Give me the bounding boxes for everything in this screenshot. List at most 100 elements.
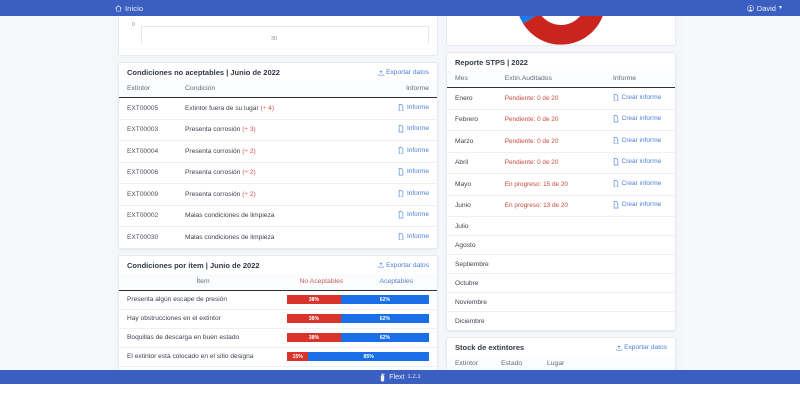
table-row: Noviembre (447, 292, 675, 312)
stps-card-header: Reporte STPS | 2022 (447, 53, 675, 71)
condicion-text: Presenta corrosión (185, 190, 241, 198)
item-bar: 38% 62% (287, 314, 429, 323)
document-icon (399, 103, 404, 111)
nav-home-link[interactable]: Inicio (115, 4, 143, 13)
stock-export-label: Exportar datos (624, 344, 667, 351)
condicion-count: (÷ 3) (242, 126, 256, 134)
crear-informe-link[interactable]: Crear informe (613, 115, 661, 123)
footer-bar: Flext 1.2.1 (0, 370, 800, 384)
table-row: EXT00009 Presenta corrosión (÷ 2) Inform… (119, 183, 437, 206)
nav-home-label: Inicio (125, 3, 144, 13)
crear-informe-link[interactable]: Crear informe (613, 93, 661, 102)
item-bar-cell: 38% 62% (287, 309, 437, 329)
informe-link-label: Informe (406, 146, 429, 154)
cell-extintor-id: EXT00006 (119, 162, 177, 184)
stock-export-button[interactable]: Exportar datos (616, 344, 667, 351)
export-icon (616, 344, 622, 351)
table-row: Hay obstrucciones en el extintor 38% 62% (119, 309, 437, 329)
informe-link[interactable]: Informe (398, 125, 429, 133)
crear-informe-link[interactable]: Crear informe (613, 136, 662, 145)
table-row: Junio En progreso: 13 de 20 Crear inform… (447, 195, 675, 217)
cell-extintor-id: EXT00009 (119, 183, 177, 206)
stps-report-card: Reporte STPS | 2022 Mes Extin.Auditados … (446, 52, 676, 331)
col-item: Ítem (119, 273, 287, 291)
cell-extintor-id: EXT00003 (119, 119, 177, 141)
informe-link[interactable]: Informe (398, 189, 429, 198)
item-bar-cell: 38% 62% (287, 328, 437, 348)
unacceptable-table: Extintor Condición Informe EXT00005 Exti… (119, 81, 437, 248)
informe-link-label: Informe (406, 103, 429, 111)
informe-link-label: Informe (406, 189, 429, 197)
stps-table: Mes Extin.Auditados Informe Enero Pendie… (447, 71, 675, 330)
by-item-card-title: Condiciones por ítem | Junio de 2022 (127, 260, 260, 270)
condicion-count: (÷ 2) (242, 169, 256, 177)
stps-header-row: Mes Extin.Auditados Informe (447, 71, 675, 88)
bar-no-aceptables: 38% (287, 295, 341, 304)
bar-aceptables: 62% (340, 295, 429, 304)
stock-card-header: Stock de extintores Exportar datos (447, 338, 675, 356)
table-row: Febrero Pendiente: 0 de 20 Crear informe (447, 109, 675, 131)
table-row: EXT00002 Malas condiciones de limpieza I… (119, 205, 437, 227)
table-row: EXT00006 Presenta corrosión (÷ 2) Inform… (119, 162, 437, 184)
unacceptable-card-header: Condiciones no aceptables | Junio de 202… (119, 63, 437, 81)
cell-mes: Septiembre (447, 254, 497, 274)
table-row: El extintor está colocado en el sitio de… (119, 347, 437, 367)
table-row: Presenta algún escape de presión 38% 62% (119, 290, 437, 310)
condicion-text: Presenta corrosión (185, 126, 241, 134)
document-icon (399, 168, 404, 176)
unacceptable-conditions-card: Condiciones no aceptables | Junio de 202… (118, 62, 438, 249)
stock-table: Extintor Estado Lugar (447, 356, 675, 373)
crear-informe-link[interactable]: Crear informe (613, 201, 661, 209)
footer-brand: Flext (389, 373, 405, 381)
fire-extinguisher-icon (381, 373, 386, 381)
right-column: Reporte STPS | 2022 Mes Extin.Auditados … (446, 52, 676, 384)
informe-link[interactable]: Informe (398, 168, 429, 176)
table-row: Enero Pendiente: 0 de 20 Crear informe (447, 87, 675, 110)
crear-informe-label: Crear informe (621, 201, 662, 209)
col-mes: Mes (447, 71, 497, 88)
document-icon (613, 201, 619, 209)
by-item-export-button[interactable]: Exportar datos (378, 262, 429, 269)
crear-informe-label: Crear informe (621, 136, 662, 144)
informe-link[interactable]: Informe (398, 103, 429, 112)
bar-aceptables: 62% (340, 333, 429, 342)
chevron-down-icon: ▾ (778, 5, 782, 11)
document-icon (613, 158, 619, 166)
cell-estado (496, 216, 605, 236)
informe-link[interactable]: Informe (398, 232, 429, 241)
nav-user-menu[interactable]: David ▾ (747, 4, 782, 13)
chart-y-zero-label: 0 (132, 22, 136, 28)
col-informe: Informe (605, 71, 675, 88)
crear-informe-label: Crear informe (621, 179, 662, 187)
table-row: EXT00003 Presenta corrosión (÷ 3) Inform… (119, 119, 437, 141)
document-icon (613, 136, 619, 144)
col-extintor: Extintor (119, 81, 177, 98)
cell-mes: Octubre (447, 273, 497, 293)
document-icon (613, 93, 619, 101)
bar-no-aceptables: 38% (287, 314, 341, 323)
table-row: EXT00004 Presenta corrosión (÷ 2) Inform… (119, 140, 437, 163)
unacceptable-header-row: Extintor Condición Informe (119, 81, 437, 98)
right-gutter (682, 16, 800, 384)
condicion-count: (÷ 2) (242, 147, 256, 155)
cell-mes: Diciembre (455, 317, 485, 325)
cell-condicion: Malas condiciones de limpieza (177, 205, 385, 227)
cell-estado (497, 312, 605, 331)
crear-informe-link[interactable]: Crear informe (613, 158, 661, 166)
item-label: Presenta algún escape de presión (119, 290, 287, 310)
table-row: EXT00005 Extintor fuera de su lugar (÷ 4… (119, 97, 437, 120)
bar-aceptables: 85% (308, 352, 429, 361)
document-icon (399, 189, 404, 197)
informe-link[interactable]: Informe (398, 211, 429, 219)
table-row: Octubre (447, 273, 675, 293)
condicion-text: Presenta corrosión (185, 147, 241, 155)
unacceptable-export-button[interactable]: Exportar datos (378, 69, 429, 76)
condicion-count: (÷ 4) (260, 104, 275, 112)
by-item-card-header: Condiciones por ítem | Junio de 2022 Exp… (119, 256, 437, 274)
crear-informe-link[interactable]: Crear informe (613, 179, 662, 188)
cell-mes: Junio (447, 195, 497, 217)
document-icon (613, 115, 619, 123)
home-icon (115, 4, 122, 11)
informe-link[interactable]: Informe (398, 146, 429, 155)
informe-link-label: Informe (406, 168, 429, 176)
